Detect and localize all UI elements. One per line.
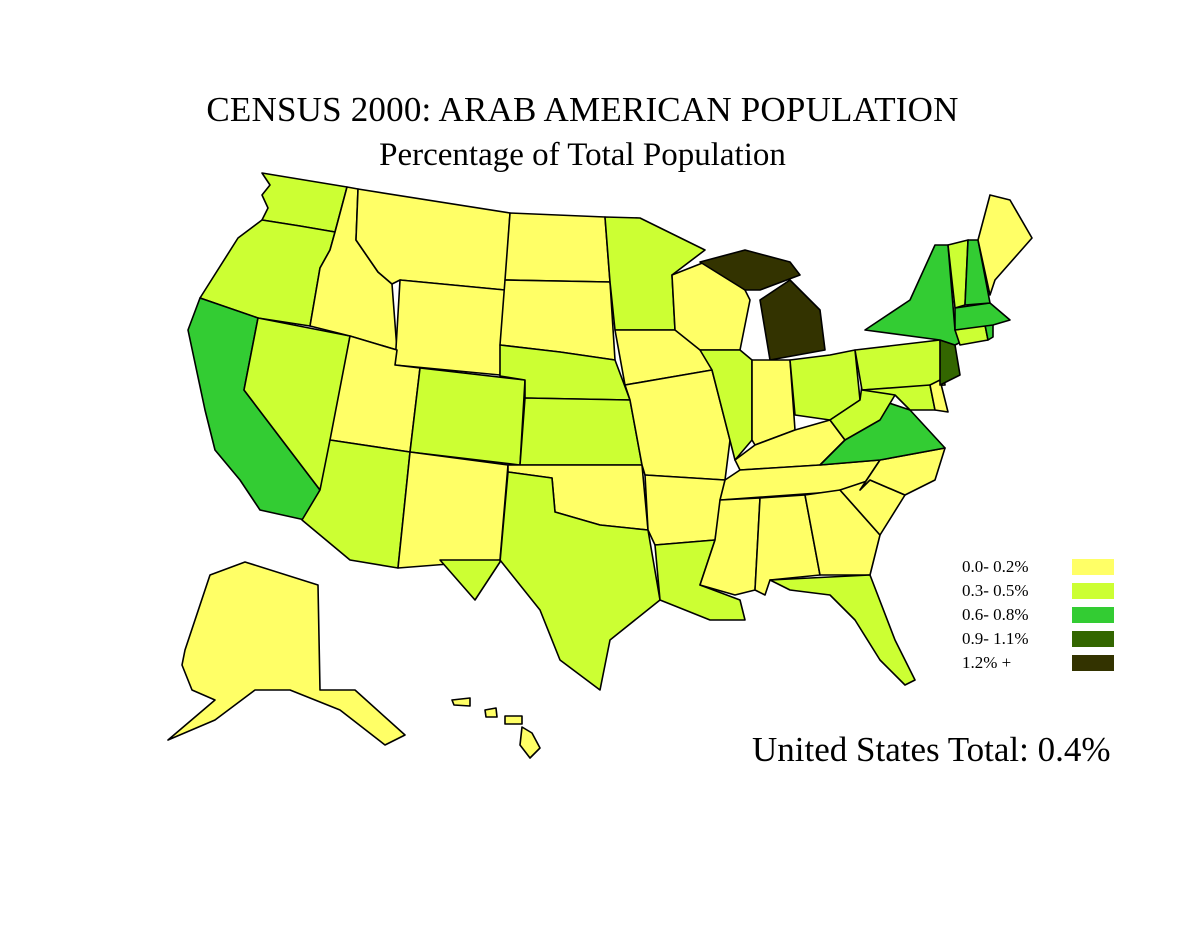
- state-PA: [854, 339, 946, 391]
- state-ND: [504, 212, 611, 283]
- state-WY: [394, 279, 506, 376]
- state-DE: [929, 379, 949, 413]
- legend-swatch: [1072, 655, 1114, 671]
- legend-swatch: [1072, 631, 1114, 647]
- legend-swatch: [1072, 583, 1114, 599]
- state-KS: [519, 397, 643, 466]
- state-TX: [439, 471, 661, 691]
- state-FL: [769, 574, 916, 686]
- legend-item: 0.3- 0.5%: [962, 579, 1114, 603]
- legend-item: 0.0- 0.2%: [962, 555, 1114, 579]
- state-AR: [644, 474, 726, 546]
- legend-swatch: [1072, 559, 1114, 575]
- state-ID: [309, 186, 398, 351]
- legend-item: 1.2% +: [962, 651, 1114, 675]
- legend-label: 0.6- 0.8%: [962, 605, 1029, 624]
- legend-label: 0.0- 0.2%: [962, 557, 1029, 576]
- legend-item: 0.9- 1.1%: [962, 627, 1114, 651]
- state-AK: [167, 561, 406, 746]
- legend-item: 0.6- 0.8%: [962, 603, 1114, 627]
- state-MI: [699, 249, 826, 361]
- map-title: CENSUS 2000: ARAB AMERICAN POPULATION: [206, 90, 959, 129]
- state-HI: [451, 697, 541, 759]
- state-MA: [954, 302, 1011, 331]
- map-subtitle: Percentage of Total Population: [379, 137, 786, 173]
- legend-label: 1.2% +: [962, 653, 1012, 672]
- legend-label: 0.9- 1.1%: [962, 629, 1029, 648]
- state-GA: [804, 489, 881, 576]
- state-NJ: [939, 339, 961, 386]
- legend: 0.0- 0.2% 0.3- 0.5% 0.6- 0.8% 0.9- 1.1% …: [962, 555, 1114, 675]
- legend-label: 0.3- 0.5%: [962, 581, 1029, 600]
- state-MD: [861, 384, 936, 411]
- state-CO: [409, 367, 526, 466]
- us-total-label: United States Total: 0.4%: [752, 730, 1111, 769]
- legend-swatch: [1072, 607, 1114, 623]
- state-ME: [977, 194, 1033, 296]
- state-NH: [964, 239, 991, 306]
- state-NM: [397, 451, 509, 569]
